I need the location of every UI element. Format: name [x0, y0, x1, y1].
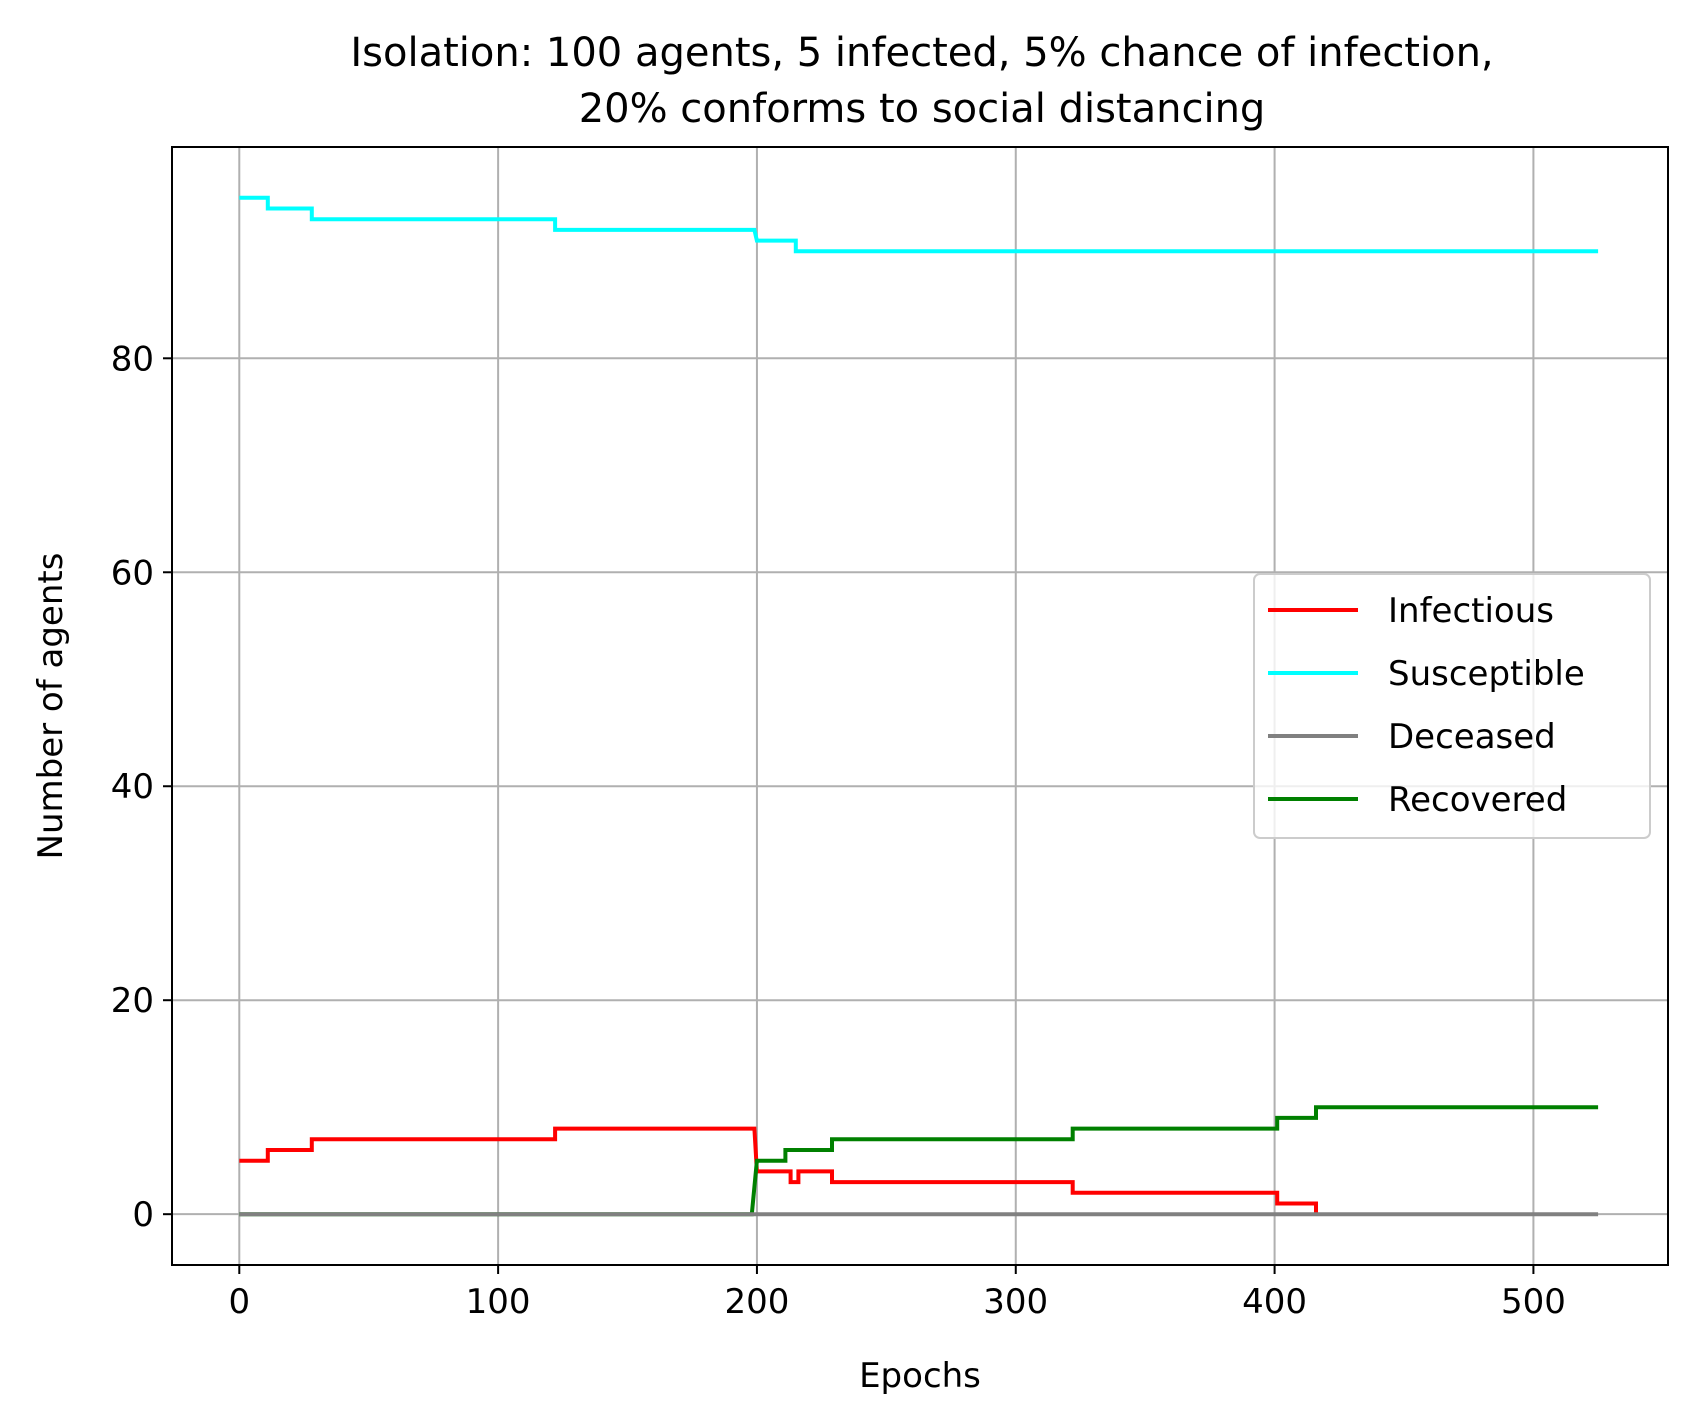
plot-frame [171, 146, 1669, 1266]
x-tick-label: 500 [1501, 1282, 1566, 1322]
legend-label-recovered: Recovered [1388, 780, 1567, 820]
axis-ticks: 0 100 200 300 400 500 0 20 40 60 80 [111, 339, 1566, 1322]
series-lines [239, 195, 1599, 1217]
legend-label-deceased: Deceased [1388, 717, 1556, 757]
legend-label-susceptible: Susceptible [1388, 654, 1585, 694]
y-tick-label: 60 [111, 553, 154, 593]
x-tick-label: 0 [228, 1282, 250, 1322]
series-line-recovered [239, 1105, 1599, 1217]
x-tick-label: 300 [983, 1282, 1048, 1322]
grid [172, 147, 1668, 1265]
chart-title: Isolation: 100 agents, 5 infected, 5% ch… [350, 30, 1493, 76]
legend-box [1253, 573, 1651, 839]
y-tick-label: 0 [132, 1195, 154, 1235]
series-line-susceptible [239, 195, 1599, 254]
x-tick-label: 400 [1242, 1282, 1307, 1322]
y-tick-label: 80 [111, 339, 154, 379]
y-tick-label: 20 [111, 981, 154, 1021]
legend-label-infectious: Infectious [1388, 591, 1554, 631]
y-axis-label: Number of agents [31, 553, 71, 860]
chart-subtitle: 20% conforms to social distancing [579, 86, 1266, 132]
series-line-infectious [239, 1126, 1318, 1215]
legend: Infectious Susceptible Deceased Recovered [1253, 573, 1651, 839]
x-axis-label: Epochs [859, 1356, 981, 1396]
y-tick-label: 40 [111, 767, 154, 807]
x-tick-label: 200 [724, 1282, 789, 1322]
x-tick-label: 100 [466, 1282, 531, 1322]
